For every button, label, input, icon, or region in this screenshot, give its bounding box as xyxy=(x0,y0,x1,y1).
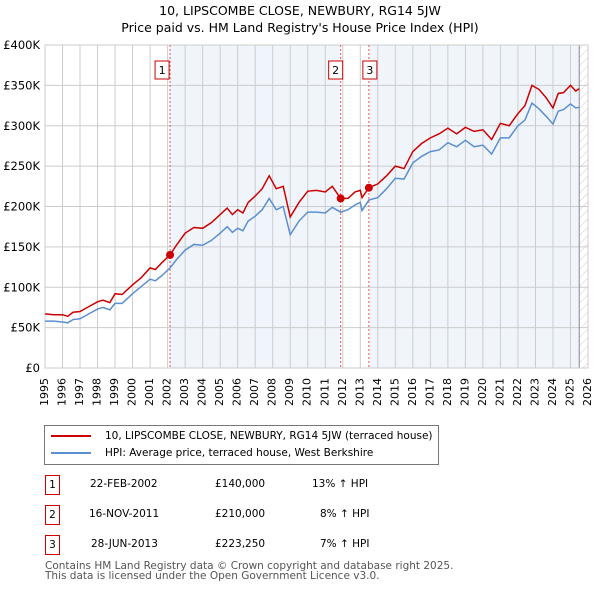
x-tick-label: 2005 xyxy=(213,378,226,406)
x-tick-label: 1996 xyxy=(56,378,69,406)
sale-label-box xyxy=(362,60,378,80)
x-tick-label: 2021 xyxy=(493,378,506,406)
legend-red-line xyxy=(51,435,91,437)
sale-price: £223,250 xyxy=(215,538,266,550)
x-tick-label: 2026 xyxy=(581,378,594,406)
y-tick-label: £100K xyxy=(3,280,40,294)
x-tick-label: 2022 xyxy=(511,378,524,406)
sale-hpi: 8% ↑ HPI xyxy=(320,508,370,520)
sale-date: 28-JUN-2013 xyxy=(91,538,158,550)
sale-price: £210,000 xyxy=(215,508,266,520)
x-tick-label: 2001 xyxy=(143,378,156,406)
x-tick-label: 2010 xyxy=(301,378,314,406)
sale-label: 3 xyxy=(366,64,373,77)
y-tick-label: £300K xyxy=(3,119,40,133)
sale-label-box xyxy=(328,60,344,80)
legend-blue-line xyxy=(51,452,91,454)
footer-licence: This data is licensed under the Open Gov… xyxy=(45,570,380,582)
y-tick-label: £150K xyxy=(3,240,40,254)
sale-date: 22-FEB-2002 xyxy=(90,478,158,490)
sale-number: 2 xyxy=(45,505,60,525)
x-tick-label: 2017 xyxy=(423,378,436,406)
x-tick-label: 2020 xyxy=(476,378,489,406)
y-tick-label: £200K xyxy=(3,200,40,214)
x-tick-label: 2019 xyxy=(458,378,471,406)
y-tick-label: £50K xyxy=(11,321,41,335)
plot-border xyxy=(44,44,589,369)
legend: 10, LIPSCOMBE CLOSE, NEWBURY, RG14 5JW (… xyxy=(44,425,439,465)
x-tick-label: 2002 xyxy=(161,378,174,406)
sale-hpi: 13% ↑ HPI xyxy=(312,478,369,490)
y-tick-label: £0 xyxy=(25,361,40,375)
x-tick-label: 2012 xyxy=(336,378,349,406)
x-tick-label: 1998 xyxy=(91,378,104,406)
sale-row: 1 22-FEB-2002 £140,000 13% ↑ HPI xyxy=(45,475,445,495)
x-tick-label: 2015 xyxy=(388,378,401,406)
y-tick-label: £250K xyxy=(3,159,40,173)
x-tick-label: 2014 xyxy=(371,378,384,406)
sale-marker xyxy=(364,183,373,192)
x-tick-label: 2004 xyxy=(196,378,209,406)
x-tick-label: 1999 xyxy=(108,378,121,406)
x-tick-label: 2023 xyxy=(528,378,541,406)
sale-marker xyxy=(166,250,175,259)
x-tick-label: 2003 xyxy=(178,378,191,406)
legend-label-hpi: HPI: Average price, terraced house, West… xyxy=(105,447,374,459)
sale-row: 3 28-JUN-2013 £223,250 7% ↑ HPI xyxy=(45,535,445,555)
sale-hpi: 7% ↑ HPI xyxy=(320,538,370,550)
x-tick-label: 1997 xyxy=(73,378,86,406)
chart-title: 10, LIPSCOMBE CLOSE, NEWBURY, RG14 5JW xyxy=(159,3,441,18)
sale-label: 1 xyxy=(159,64,166,77)
hpi-line xyxy=(45,101,580,324)
x-tick-label: 2011 xyxy=(318,378,331,406)
footer: Contains HM Land Registry data © Crown c… xyxy=(45,560,454,582)
x-tick-label: 2006 xyxy=(231,378,244,406)
sale-number: 1 xyxy=(45,475,60,495)
x-tick-label: 2008 xyxy=(266,378,279,406)
sale-label: 2 xyxy=(332,64,339,77)
x-tick-label: 2025 xyxy=(563,378,576,406)
x-tick-label: 1995 xyxy=(38,378,51,406)
sale-price: £140,000 xyxy=(215,478,266,490)
price-chart: 1995 1996 1997 1998 1999 2000 2001 2002 2003 2004… xyxy=(3,38,594,406)
x-tick-label: 2016 xyxy=(406,378,419,406)
legend-label-property: 10, LIPSCOMBE CLOSE, NEWBURY, RG14 5JW (… xyxy=(105,430,433,442)
x-tick-label: 2007 xyxy=(248,378,261,406)
x-tick-label: 2013 xyxy=(353,378,366,406)
sale-row: 2 16-NOV-2011 £210,000 8% ↑ HPI xyxy=(45,505,445,525)
sale-date: 16-NOV-2011 xyxy=(89,508,160,520)
x-tick-label: 2009 xyxy=(283,378,296,406)
sale-label-box xyxy=(154,60,170,80)
sale-number: 3 xyxy=(45,535,60,555)
property-price-line xyxy=(44,84,580,318)
footer-copyright: Contains HM Land Registry data © Crown c… xyxy=(45,560,454,572)
y-tick-label: £400K xyxy=(3,38,40,52)
y-tick-label: £350K xyxy=(3,78,40,92)
x-tick-label: 2024 xyxy=(546,378,559,406)
chart-subtitle: Price paid vs. HM Land Registry's House … xyxy=(121,20,479,35)
sale-marker xyxy=(336,194,345,203)
x-tick-label: 2000 xyxy=(126,378,139,406)
x-tick-label: 2018 xyxy=(441,378,454,406)
